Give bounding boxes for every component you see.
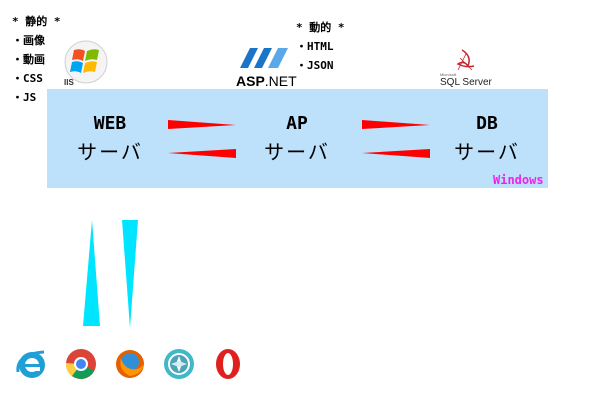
- dynamic-note-title: * 動的 *: [296, 21, 345, 34]
- web-to-ap-arrow: [168, 120, 236, 129]
- ap-server-name: AP: [286, 113, 308, 134]
- db-server-name: DB: [476, 113, 498, 134]
- web-server-name: WEB: [93, 113, 127, 134]
- static-item-video: ・動画: [12, 53, 45, 66]
- web-ap-arrows: [168, 120, 236, 158]
- opera-icon: [216, 349, 240, 379]
- static-note-title: * 静的 *: [12, 15, 61, 28]
- browser-to-web-arrow: [83, 220, 100, 326]
- windows-label: Windows: [493, 173, 544, 187]
- dynamic-item-html: ・HTML: [296, 40, 334, 53]
- svg-text:ASP.NET: ASP.NET: [236, 73, 297, 89]
- dynamic-item-json: ・JSON: [296, 59, 334, 72]
- dynamic-content-note: * 動的 * ・HTML ・JSON: [296, 18, 345, 75]
- ap-to-web-arrow: [168, 149, 236, 158]
- ap-db-arrows: [362, 120, 430, 158]
- db-server-role: サーバ: [454, 140, 520, 164]
- web-server: WEB サーバ: [65, 110, 155, 166]
- sql-logo-small: Microsoft: [440, 72, 457, 77]
- static-content-note: * 静的 * ・画像 ・動画 ・CSS ・JS: [12, 12, 61, 107]
- static-item-image: ・画像: [12, 34, 45, 47]
- windows-server-band: [47, 89, 548, 188]
- static-item-js: ・JS: [12, 91, 37, 104]
- aspnet-logo-bold: ASP: [236, 73, 265, 89]
- web-server-role: サーバ: [77, 140, 143, 164]
- sql-logo-text: SQL Server: [440, 77, 493, 88]
- aspnet-logo-rest: .NET: [265, 73, 297, 89]
- db-server: DB サーバ: [442, 110, 532, 166]
- iis-logo-text: IIS: [64, 78, 74, 87]
- iis-logo: IIS: [64, 40, 108, 87]
- safari-icon: [164, 349, 194, 379]
- web-to-browser-arrow: [122, 220, 138, 328]
- ap-server: AP サーバ: [252, 110, 342, 166]
- firefox-icon: [116, 350, 144, 378]
- internet-explorer-icon: [16, 350, 45, 378]
- ap-server-role: サーバ: [264, 140, 330, 164]
- static-item-css: ・CSS: [12, 72, 43, 85]
- ap-to-db-arrow: [362, 120, 430, 129]
- chrome-icon: [65, 349, 96, 379]
- browser-web-arrows: [83, 220, 138, 328]
- sql-server-logo: Microsoft SQL Server: [440, 49, 493, 88]
- db-to-ap-arrow: [362, 149, 430, 158]
- aspnet-logo: ASP.NET: [236, 48, 297, 89]
